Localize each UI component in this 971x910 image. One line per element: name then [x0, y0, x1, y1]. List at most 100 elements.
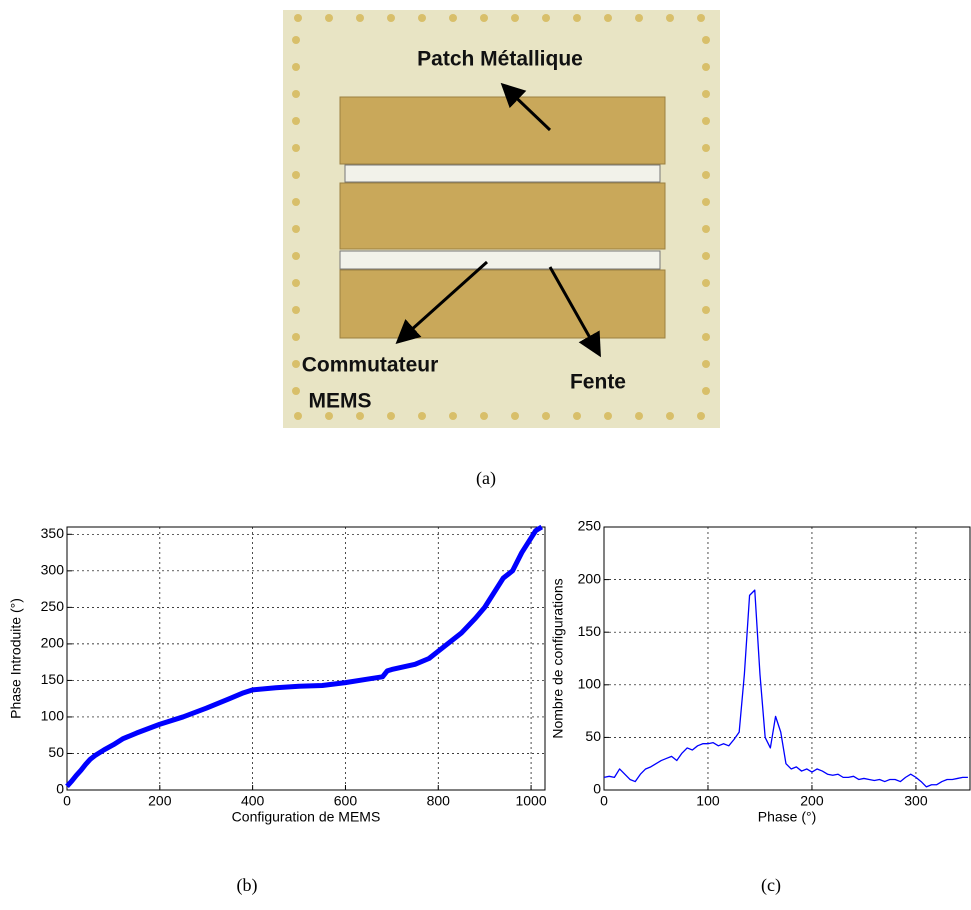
pad [418, 14, 426, 22]
pad [604, 412, 612, 420]
pad [702, 306, 710, 314]
plot-area [603, 526, 971, 791]
pad [702, 63, 710, 71]
pad [292, 90, 300, 98]
pad [702, 117, 710, 125]
x-tick-label: 100 [696, 793, 720, 809]
x-tick-label: 200 [148, 793, 172, 809]
arrow [395, 260, 489, 345]
pad [480, 412, 488, 420]
pad [666, 14, 674, 22]
pad [387, 14, 395, 22]
pad [292, 333, 300, 341]
pad [635, 14, 643, 22]
pad [702, 387, 710, 395]
pad [387, 412, 395, 420]
pad [511, 412, 519, 420]
y-tick-label: 250 [41, 598, 65, 614]
photo-label: Fente [570, 371, 626, 394]
pad [449, 412, 457, 420]
pad [573, 14, 581, 22]
pad [292, 144, 300, 152]
pad [635, 412, 643, 420]
x-tick-label: 400 [241, 793, 265, 809]
y-tick-label: 350 [41, 525, 65, 541]
y-tick-label: 50 [48, 744, 64, 760]
y-tick-label: 300 [41, 562, 65, 578]
pad [702, 279, 710, 287]
pad [511, 14, 519, 22]
pad [449, 14, 457, 22]
pad [702, 360, 710, 368]
pad [573, 412, 581, 420]
pad [294, 412, 302, 420]
pad [702, 198, 710, 206]
x-tick-label: 200 [800, 793, 824, 809]
y-tick-label: 200 [41, 635, 65, 651]
y-tick-label: 250 [578, 518, 602, 534]
pad [356, 412, 364, 420]
y-tick-label: 150 [41, 671, 65, 687]
pad [325, 14, 333, 22]
x-tick-label: 1000 [515, 793, 546, 809]
x-axis-label: Phase (°) [758, 809, 817, 825]
pad [292, 36, 300, 44]
pad [418, 412, 426, 420]
pad [292, 252, 300, 260]
pad [292, 279, 300, 287]
pad [480, 14, 488, 22]
pads [292, 14, 710, 420]
pad [292, 63, 300, 71]
patch [339, 269, 666, 339]
y-axis-label: Nombre de configurations [550, 578, 566, 738]
pad [702, 36, 710, 44]
y-tick-label: 0 [56, 781, 64, 797]
slot [344, 164, 661, 183]
pad [292, 117, 300, 125]
x-tick-label: 600 [334, 793, 358, 809]
caption: (c) [761, 875, 781, 896]
plot-area [66, 526, 546, 791]
pad [702, 333, 710, 341]
pad [702, 144, 710, 152]
y-tick-label: 150 [578, 623, 602, 639]
y-tick-label: 100 [578, 676, 602, 692]
pad [697, 14, 705, 22]
pad [356, 14, 364, 22]
caption: (a) [476, 468, 496, 489]
x-tick-label: 300 [904, 793, 928, 809]
pad [702, 90, 710, 98]
pad [542, 412, 550, 420]
arrow [548, 266, 601, 358]
slot [339, 250, 661, 270]
caption: (b) [237, 875, 258, 896]
pad [292, 198, 300, 206]
pad [292, 387, 300, 395]
pad [292, 225, 300, 233]
y-tick-label: 200 [578, 570, 602, 586]
pad [294, 14, 302, 22]
pad [702, 225, 710, 233]
pad [702, 252, 710, 260]
photo-label: MEMS [309, 390, 372, 413]
arrow [500, 82, 552, 132]
pad [697, 412, 705, 420]
pad [604, 14, 612, 22]
photo-label: Patch Métallique [417, 48, 583, 71]
data-line [603, 589, 968, 788]
pad [542, 14, 550, 22]
photo-label: Commutateur [302, 354, 439, 377]
x-tick-label: 0 [600, 793, 608, 809]
x-axis-label: Configuration de MEMS [232, 809, 381, 825]
y-tick-label: 100 [41, 708, 65, 724]
y-tick-label: 0 [593, 781, 601, 797]
x-tick-label: 0 [63, 793, 71, 809]
photo: Patch Métallique Commutateur MEMS Fente [283, 10, 720, 428]
patch [339, 182, 666, 250]
pad [702, 171, 710, 179]
y-tick-label: 50 [585, 728, 601, 744]
pad [666, 412, 674, 420]
pad [292, 171, 300, 179]
pad [325, 412, 333, 420]
